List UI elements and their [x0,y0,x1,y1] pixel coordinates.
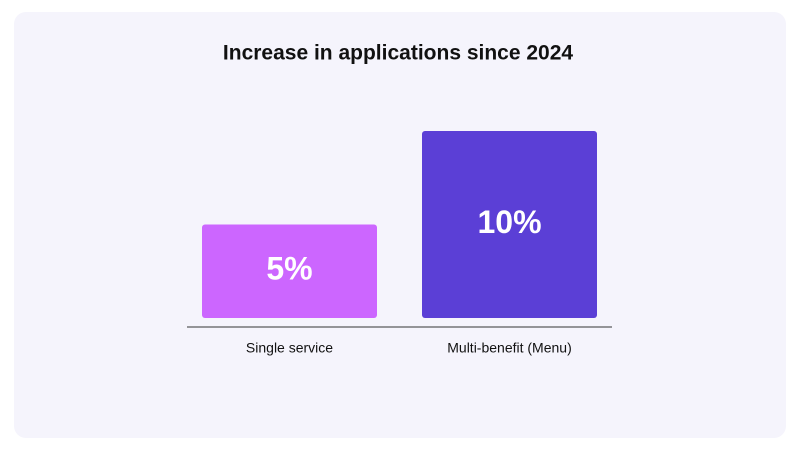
card [14,12,786,438]
value-label: 10% [477,204,541,240]
value-label: 5% [266,251,312,287]
chart-title: Increase in applications since 2024 [223,42,573,65]
x-tick-label: Single service [246,340,333,356]
bar [202,224,377,318]
x-tick-label: Multi-benefit (Menu) [447,340,572,356]
bar [422,131,597,318]
